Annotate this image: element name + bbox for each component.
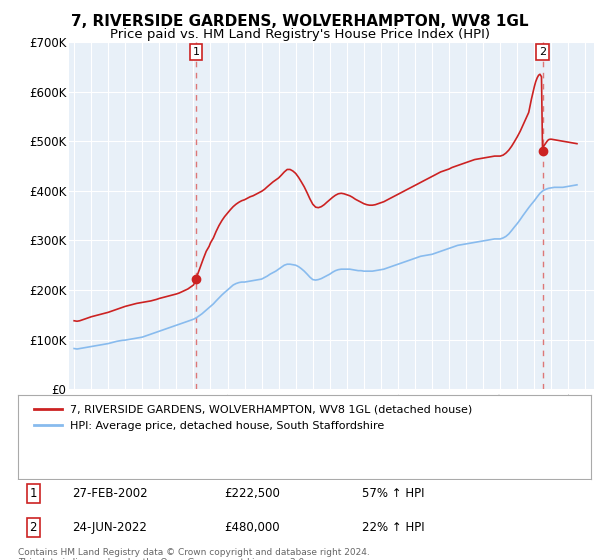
- Text: 2: 2: [29, 521, 37, 534]
- Text: 2: 2: [539, 47, 546, 57]
- Text: 24-JUN-2022: 24-JUN-2022: [73, 521, 148, 534]
- Text: 27-FEB-2002: 27-FEB-2002: [73, 487, 148, 500]
- Text: 7, RIVERSIDE GARDENS, WOLVERHAMPTON, WV8 1GL: 7, RIVERSIDE GARDENS, WOLVERHAMPTON, WV8…: [71, 14, 529, 29]
- Text: Contains HM Land Registry data © Crown copyright and database right 2024.
This d: Contains HM Land Registry data © Crown c…: [18, 548, 370, 560]
- Text: 22% ↑ HPI: 22% ↑ HPI: [362, 521, 424, 534]
- Text: Price paid vs. HM Land Registry's House Price Index (HPI): Price paid vs. HM Land Registry's House …: [110, 28, 490, 41]
- Text: 1: 1: [193, 47, 199, 57]
- Text: 1: 1: [29, 487, 37, 500]
- Text: £480,000: £480,000: [224, 521, 280, 534]
- Text: 57% ↑ HPI: 57% ↑ HPI: [362, 487, 424, 500]
- Legend: 7, RIVERSIDE GARDENS, WOLVERHAMPTON, WV8 1GL (detached house), HPI: Average pric: 7, RIVERSIDE GARDENS, WOLVERHAMPTON, WV8…: [29, 400, 477, 435]
- Text: £222,500: £222,500: [224, 487, 280, 500]
